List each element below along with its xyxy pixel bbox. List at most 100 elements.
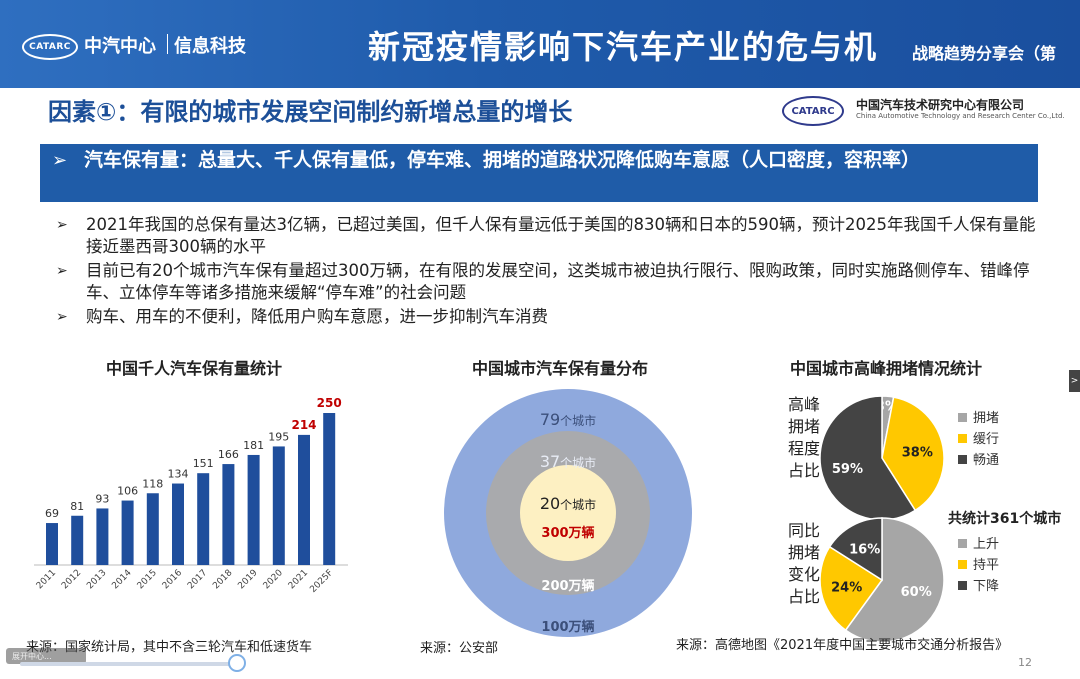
bar-chart-title: 中国千人汽车保有量统计 — [106, 359, 283, 378]
pie-chart-title: 中国城市高峰拥堵情况统计 — [790, 359, 983, 378]
bar-chart: 69 2011 81 2012 93 2013 106 2014 118 2015 134 2016 1… — [34, 396, 348, 595]
corp-logo: CATARC — [782, 96, 844, 126]
ring-city-count: 20个城市 — [540, 494, 596, 513]
bar-2011 — [46, 523, 58, 565]
banner-text: 汽车保有量：总量大、千人保有量低，停车难、拥堵的道路状况降低购车意愿（人口密度，… — [84, 149, 921, 171]
pie-side-label: 程度 — [788, 439, 820, 458]
pie-chart-source: 来源：高德地图《2021年度中国主要城市交通分析报告》 — [676, 638, 1009, 653]
x-tick-label: 2014 — [110, 568, 133, 591]
bar-value-label: 134 — [168, 468, 189, 481]
legend-label: 下降 — [973, 579, 999, 594]
bar-2025F — [323, 413, 336, 565]
pie-slice-label: 16% — [849, 542, 880, 557]
corp-name-en: China Automotive Technology and Research… — [856, 112, 1065, 120]
legend-label: 持平 — [973, 558, 999, 573]
pie-annotation: 共统计361个城市 — [948, 510, 1061, 527]
bar-value-label: 93 — [95, 492, 109, 505]
bar-value-label: 151 — [193, 457, 214, 470]
x-tick-label: 2018 — [211, 568, 234, 591]
bullet-text: 购车、用车的不便利，降低用户购车意愿，进一步抑制汽车消费 — [86, 307, 548, 326]
pie-side-label: 拥堵 — [788, 417, 820, 436]
pie-slice-持平 — [819, 545, 884, 632]
org-name: 中汽中心 — [84, 36, 156, 57]
pie-slice-label: 24% — [831, 581, 862, 596]
x-tick-label: 2013 — [85, 568, 108, 591]
x-tick-label: 2015 — [136, 568, 159, 591]
x-tick-label: 2011 — [35, 568, 58, 591]
pie-slice-label: 38% — [902, 445, 933, 460]
bar-2014 — [121, 500, 134, 565]
arrow-bullet-icon: ➢ — [52, 150, 68, 171]
pie-slice-label: 60% — [901, 585, 932, 600]
pie-side-label: 变化 — [788, 565, 820, 584]
x-tick-label: 2021 — [287, 568, 310, 591]
pie-side-label: 占比 — [788, 587, 820, 606]
legend-swatch — [958, 413, 967, 422]
pie-slice-上升 — [844, 517, 945, 643]
pie-side-label: 高峰 — [788, 395, 820, 414]
bar-value-label: 195 — [268, 430, 289, 443]
city-number: 37 — [540, 452, 560, 471]
donut-chart-source: 来源：公安部 — [420, 641, 499, 656]
side-expand-tab[interactable]: > — [1069, 370, 1080, 392]
city-unit: 个城市 — [560, 497, 596, 512]
pie-side-label: 拥堵 — [788, 543, 820, 562]
legend-label: 缓行 — [973, 432, 999, 447]
page-title: 因素①：有限的城市发展空间制约新增总量的增长 — [48, 98, 573, 126]
bar-2019 — [247, 454, 260, 565]
bar-value-label: 181 — [243, 439, 264, 452]
bar-2013 — [96, 508, 109, 565]
bar-2021 — [298, 434, 310, 565]
header-bar: CATARC 中汽中心 信息科技 新冠疫情影响下汽车产业的危与机 战略趋势分享会… — [0, 0, 1080, 88]
bar-value-label: 166 — [218, 448, 239, 461]
bullet-item: ➢ 购车、用车的不便利，降低用户购车意愿，进一步抑制汽车消费 — [56, 306, 1046, 328]
ring-threshold-label: 300万辆 — [541, 525, 594, 541]
pie-side-label: 同比 — [788, 521, 820, 540]
presentation-title: 新冠疫情影响下汽车产业的危与机 — [368, 28, 879, 66]
header-divider — [167, 34, 168, 54]
org-dept: 信息科技 — [174, 36, 246, 57]
bar-2016 — [172, 483, 184, 565]
bar-value-label: 81 — [70, 500, 84, 513]
x-tick-label: 2025F — [308, 568, 335, 595]
city-unit: 个城市 — [560, 455, 596, 470]
pie-slice-label: 59% — [832, 462, 863, 477]
legend-label: 畅通 — [973, 453, 999, 468]
playback-progress-bar[interactable] — [20, 654, 246, 672]
progress-knob[interactable] — [228, 654, 246, 672]
bar-chart-source: 来源：国家统计局，其中不含三轮汽车和低速货车 — [26, 640, 313, 655]
legend-swatch — [958, 560, 967, 569]
legend-swatch — [958, 539, 967, 548]
city-unit: 个城市 — [560, 413, 596, 428]
ring-threshold-label: 200万辆 — [541, 578, 594, 594]
ring-threshold-label: 100万辆 — [541, 619, 594, 635]
x-tick-label: 2017 — [186, 568, 209, 591]
x-tick-label: 2012 — [60, 568, 83, 591]
bar-value-label: 69 — [45, 507, 59, 520]
donut-chart-title: 中国城市汽车保有量分布 — [472, 359, 649, 378]
bar-2015 — [146, 493, 159, 565]
arrow-bullet-icon: ➢ — [56, 217, 68, 233]
arrow-bullet-icon: ➢ — [56, 263, 68, 279]
bar-2012 — [71, 515, 84, 565]
page-number: 12 — [1018, 656, 1032, 669]
legend-label: 拥堵 — [973, 411, 999, 426]
legend-swatch — [958, 455, 967, 464]
bullet-list: ➢ 2021年我国的总保有量达3亿辆，已超过美国，但千人保有量远低于美国的830辆… — [56, 214, 1046, 330]
legend-swatch — [958, 581, 967, 590]
bar-value-label: 250 — [317, 396, 342, 410]
player-info[interactable]: 展开中心... — [6, 648, 86, 664]
bar-value-label: 214 — [291, 418, 316, 432]
x-tick-label: 2020 — [262, 568, 285, 591]
pie-side-label: 占比 — [788, 461, 820, 480]
city-number: 79 — [540, 410, 560, 429]
city-number: 20 — [540, 494, 560, 513]
ring-city-count: 79个城市 — [540, 410, 596, 429]
legend-label: 上升 — [973, 537, 999, 552]
arrow-bullet-icon: ➢ — [56, 309, 68, 325]
bar-value-label: 106 — [117, 485, 138, 498]
bullet-item: ➢ 2021年我国的总保有量达3亿辆，已超过美国，但千人保有量远低于美国的830辆… — [56, 214, 1046, 258]
bullet-text: 2021年我国的总保有量达3亿辆，已超过美国，但千人保有量远低于美国的830辆和… — [86, 215, 1036, 256]
pie-slice-下降 — [828, 517, 883, 582]
